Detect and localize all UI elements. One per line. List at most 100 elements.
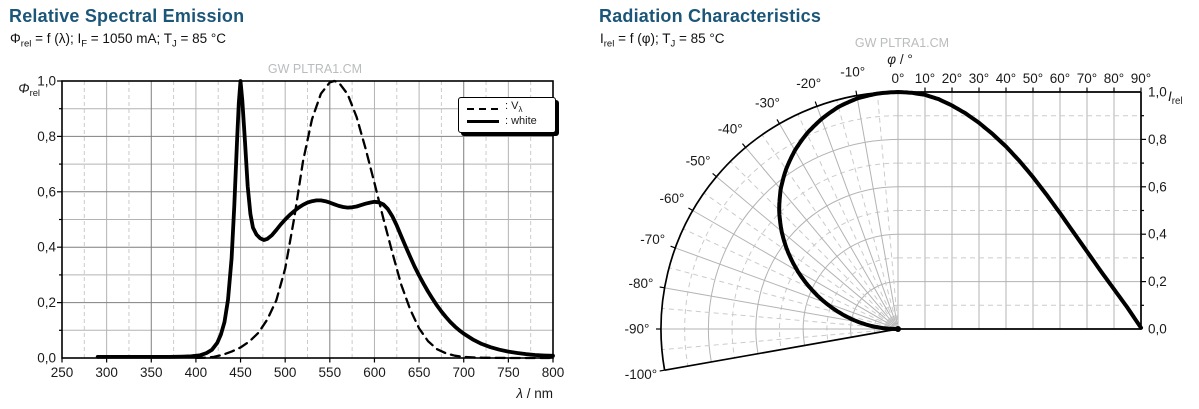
x-tick-label: 750 [497,365,520,380]
legend-label: : white [505,115,537,127]
y-axis-unit-label: Φrel [18,81,40,98]
angle-label: 0° [892,71,905,86]
legend-dashed-line-sample [467,107,499,110]
angle-label: -40° [718,122,743,137]
radial-gridline-dashed [703,192,899,330]
x-axis-unit-label: λ / nm [515,386,553,401]
intensity-label: 0,0 [1148,322,1167,337]
phi-axis-unit-label: φ / ° [887,52,912,67]
radial-gridline-dashed [876,92,899,330]
intensity-label: 0,4 [1148,227,1167,242]
angle-label: 40° [996,71,1016,86]
angle-label: 80° [1104,71,1124,86]
angle-label: -30° [755,95,780,110]
legend-item-1: : white [467,115,549,128]
cartesian-grid [898,92,1141,329]
x-tick-label: 650 [408,365,431,380]
y-tick-label: 0,2 [37,295,56,310]
radiation-curve [777,90,1143,331]
intensity-label: 0,6 [1148,179,1167,194]
arc-tick [670,245,676,249]
polar-center-dot [895,326,901,332]
legend-solid-line-sample [467,120,499,123]
polar-arc [684,115,899,367]
radiation-chart-subtitle: Irel = f (φ); TJ = 85 °C [600,31,725,50]
intensity-label: 0,8 [1148,132,1167,147]
angle-labels-left: -10° -20° -30° -40° -50° -60° -70° -80° -90° -100… [625,64,866,381]
arc-tick [776,119,781,125]
angle-label: 90° [1131,71,1151,86]
radial-gridline-dashed [730,161,899,330]
arc-tick [659,286,665,289]
x-tick-label: 350 [140,365,163,380]
spectral-chart-title: Relative Spectral Emission [9,6,245,26]
radial-gridline [745,147,899,330]
angle-label: 70° [1077,71,1097,86]
y-tick-label: 1,0 [37,74,56,89]
x-tick-label: 450 [229,365,252,380]
angle-label: -20° [796,76,821,91]
intensity-labels: 0,0 0,2 0,4 0,6 0,8 1,0 [1148,85,1167,337]
legend-label: : Vλ [505,100,523,115]
i-axis-unit-label: Irel [1168,89,1183,107]
radial-gridline-dashed [661,307,899,330]
angle-label: -60° [660,191,685,206]
y-tick-labels: 0,0 0,2 0,4 0,6 0,8 1,0 [37,74,56,366]
x-tick-label: 700 [452,365,475,380]
radial-gridline-dashed [682,228,899,330]
radial-gridline [779,123,899,330]
radial-gridline [816,106,899,330]
angle-label: 20° [942,71,962,86]
intensity-label: 0,2 [1148,274,1167,289]
y-tick-label: 0,8 [37,129,56,144]
angle-label: 60° [1050,71,1070,86]
arc-tick [688,207,694,212]
angle-label: 30° [969,71,989,86]
angle-label: -50° [686,154,711,169]
minus-100-boundary-line [664,328,899,371]
arc-tick [814,101,818,107]
angle-label: -10° [840,64,865,79]
arc-tick [712,172,717,178]
y-tick-label: 0,4 [37,240,56,255]
angle-label: 50° [1023,71,1043,86]
spectral-watermark: GW PLTRA1.CM [267,62,363,76]
arc-tick [741,143,747,148]
radial-gridline [716,176,899,330]
angle-label: -70° [640,232,665,247]
angle-label: -90° [625,322,650,337]
x-tick-label: 600 [363,365,386,380]
x-tick-label: 800 [542,365,565,380]
curve-v [194,79,555,360]
angle-label: -80° [629,276,654,291]
x-tick-labels: 250 300 350 400 450 500 550 600 650 700 750 800 [51,365,565,380]
boundary-ticks [656,87,1146,372]
x-tick-label: 500 [274,365,297,380]
angle-label: -100° [625,367,657,382]
arc-tick [659,369,665,372]
intensity-label: 1,0 [1148,85,1167,100]
radial-gridline-dashed [797,113,899,330]
arc-tick [855,90,858,96]
radiation-chart-title: Radiation Characteristics [599,6,822,26]
x-tick-label: 300 [95,365,118,380]
radial-gridline-dashed [761,134,899,330]
light-gridlines [62,81,553,358]
radial-gridline-dashed [836,99,899,330]
curve-white [95,79,555,359]
angle-labels-top: 0° 10° 20° 30° 40° 50° 60° 70° 80° 90° [892,71,1152,86]
angle-label: 10° [915,71,935,86]
radial-gridline [856,95,899,330]
x-tick-label: 250 [51,365,74,380]
x-tick-label: 400 [185,365,208,380]
spectral-legend: : Vλ: white [458,97,556,133]
polar-radial-grid [661,92,899,351]
y-tick-label: 0,6 [37,184,56,199]
outer-arc [660,91,899,371]
y-tick-label: 0,0 [37,351,56,366]
radial-gridline-dashed [668,267,899,330]
radial-gridline-dashed [661,328,899,351]
